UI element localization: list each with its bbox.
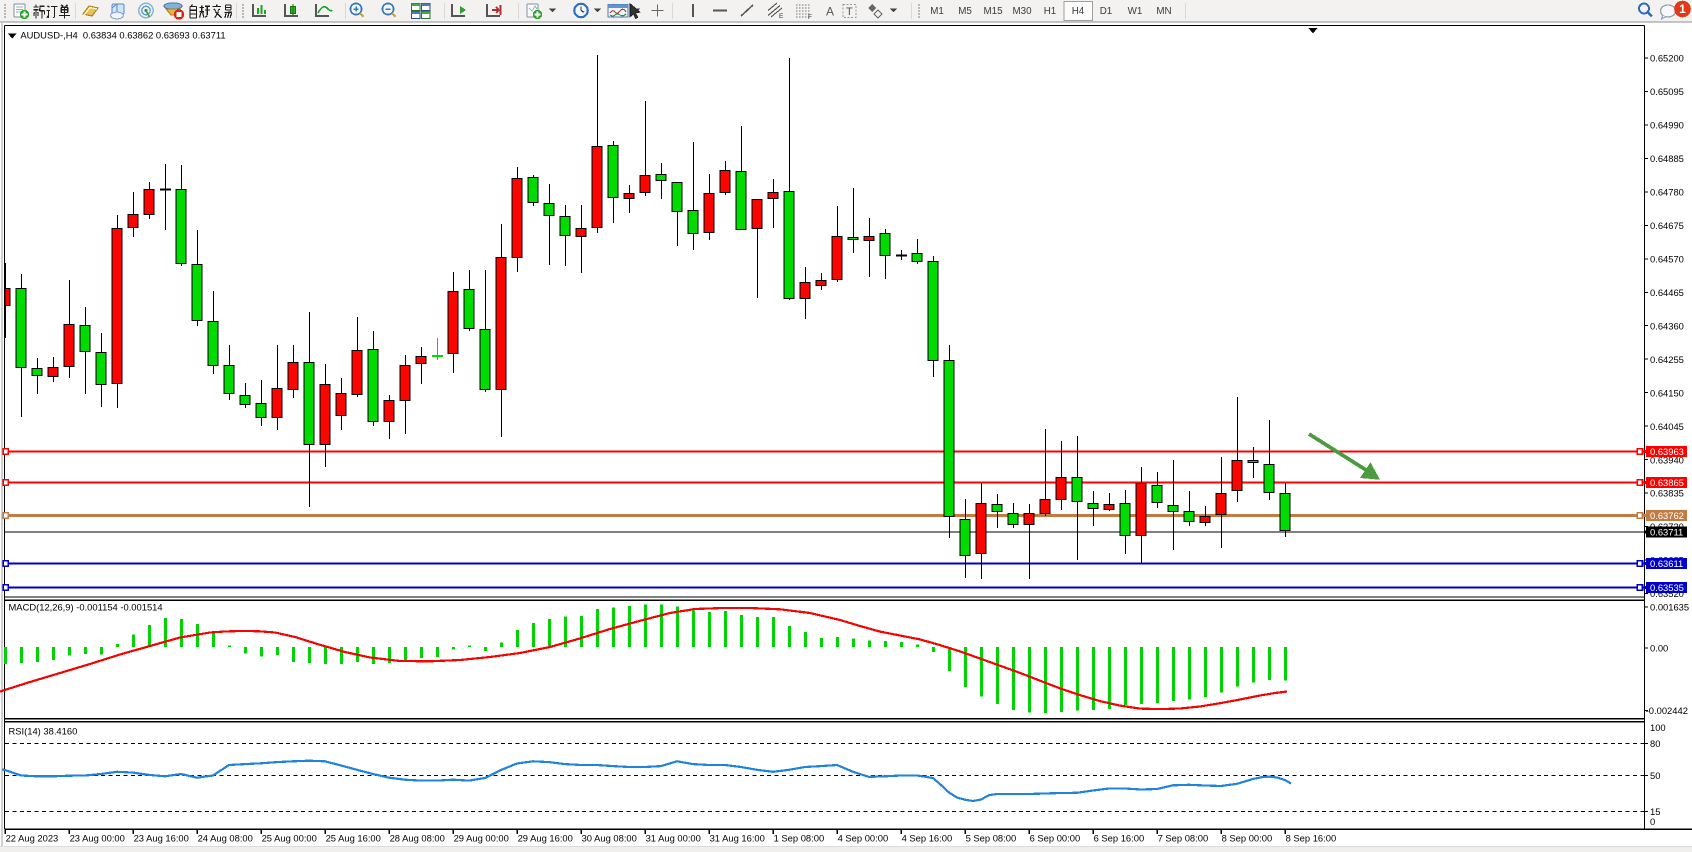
svg-text:0.65095: 0.65095 bbox=[1650, 86, 1684, 97]
svg-text:-0.002442: -0.002442 bbox=[1646, 705, 1688, 716]
svg-text:AUDUSD-,H4 0.63834 0.63862 0.: AUDUSD-,H4 0.63834 0.63862 0.63693 0.637… bbox=[20, 29, 225, 40]
svg-text:T: T bbox=[846, 6, 853, 18]
svg-text:0.64465: 0.64465 bbox=[1650, 287, 1684, 298]
svg-text:80: 80 bbox=[1650, 738, 1660, 749]
svg-text:25 Aug 00:00: 25 Aug 00:00 bbox=[262, 832, 317, 843]
svg-text:0.64150: 0.64150 bbox=[1650, 387, 1684, 398]
svg-text:29 Aug 16:00: 29 Aug 16:00 bbox=[518, 832, 573, 843]
svg-text:100: 100 bbox=[1650, 722, 1666, 733]
svg-text:1 Sep 08:00: 1 Sep 08:00 bbox=[774, 832, 825, 843]
svg-text:M15: M15 bbox=[983, 6, 1003, 17]
svg-text:0: 0 bbox=[1650, 816, 1655, 827]
svg-text:0.001635: 0.001635 bbox=[1650, 601, 1689, 612]
svg-text:0.63865: 0.63865 bbox=[1650, 477, 1684, 488]
svg-text:0.63711: 0.63711 bbox=[1650, 526, 1683, 537]
svg-text:MACD(12,26,9) -0.001154 -0.001: MACD(12,26,9) -0.001154 -0.001514 bbox=[9, 602, 163, 613]
svg-text:25 Aug 16:00: 25 Aug 16:00 bbox=[326, 832, 381, 843]
svg-text:30 Aug 08:00: 30 Aug 08:00 bbox=[582, 832, 637, 843]
svg-text:0.63762: 0.63762 bbox=[1650, 510, 1684, 521]
svg-text:M1: M1 bbox=[930, 6, 944, 17]
svg-text:7 Sep 08:00: 7 Sep 08:00 bbox=[1158, 832, 1209, 843]
svg-text:H1: H1 bbox=[1044, 6, 1057, 17]
svg-text:E: E bbox=[779, 13, 784, 20]
svg-text:4 Sep 00:00: 4 Sep 00:00 bbox=[838, 832, 889, 843]
svg-text:1: 1 bbox=[1679, 2, 1686, 16]
svg-text:0.64885: 0.64885 bbox=[1650, 153, 1684, 164]
svg-text:A: A bbox=[826, 5, 834, 19]
svg-text:0.64570: 0.64570 bbox=[1650, 254, 1684, 265]
svg-text:31 Aug 16:00: 31 Aug 16:00 bbox=[710, 832, 765, 843]
svg-text:0.00: 0.00 bbox=[1650, 642, 1668, 653]
svg-text:0.64675: 0.64675 bbox=[1650, 220, 1684, 231]
svg-text:50: 50 bbox=[1650, 770, 1660, 781]
svg-text:M5: M5 bbox=[958, 6, 972, 17]
svg-text:4 Sep 16:00: 4 Sep 16:00 bbox=[902, 832, 953, 843]
svg-text:M30: M30 bbox=[1012, 6, 1032, 17]
svg-text:15: 15 bbox=[1650, 806, 1660, 817]
svg-text:0.65200: 0.65200 bbox=[1650, 53, 1684, 64]
svg-text:31 Aug 00:00: 31 Aug 00:00 bbox=[646, 832, 701, 843]
svg-text:0.64990: 0.64990 bbox=[1650, 120, 1684, 131]
svg-text:8 Sep 16:00: 8 Sep 16:00 bbox=[1286, 832, 1337, 843]
svg-text:6 Sep 00:00: 6 Sep 00:00 bbox=[1030, 832, 1081, 843]
svg-text:8 Sep 00:00: 8 Sep 00:00 bbox=[1222, 832, 1273, 843]
svg-text:0.64780: 0.64780 bbox=[1650, 187, 1684, 198]
svg-text:28 Aug 08:00: 28 Aug 08:00 bbox=[390, 832, 445, 843]
svg-text:0.63535: 0.63535 bbox=[1650, 582, 1684, 593]
svg-text:0.64255: 0.64255 bbox=[1650, 354, 1684, 365]
svg-text:D1: D1 bbox=[1100, 6, 1113, 17]
svg-text:0.63940: 0.63940 bbox=[1650, 454, 1684, 465]
svg-text:0.63611: 0.63611 bbox=[1650, 558, 1683, 569]
svg-text:0.64360: 0.64360 bbox=[1650, 320, 1684, 331]
svg-text:6 Sep 16:00: 6 Sep 16:00 bbox=[1094, 832, 1145, 843]
svg-text:5 Sep 08:00: 5 Sep 08:00 bbox=[966, 832, 1017, 843]
svg-text:0.63520: 0.63520 bbox=[1650, 588, 1684, 599]
svg-text:F: F bbox=[808, 14, 812, 21]
svg-text:0.63963: 0.63963 bbox=[1650, 446, 1684, 457]
svg-text:29 Aug 00:00: 29 Aug 00:00 bbox=[454, 832, 509, 843]
svg-text:23 Aug 00:00: 23 Aug 00:00 bbox=[70, 832, 125, 843]
svg-text:0.64045: 0.64045 bbox=[1650, 421, 1684, 432]
svg-text:RSI(14) 38.4160: RSI(14) 38.4160 bbox=[9, 726, 78, 737]
svg-text:23 Aug 16:00: 23 Aug 16:00 bbox=[134, 832, 189, 843]
svg-text:22 Aug 2023: 22 Aug 2023 bbox=[6, 832, 59, 843]
svg-text:0.63835: 0.63835 bbox=[1650, 488, 1684, 499]
svg-text:H4: H4 bbox=[1072, 6, 1085, 17]
svg-text:W1: W1 bbox=[1128, 6, 1143, 17]
svg-text:24 Aug 08:00: 24 Aug 08:00 bbox=[198, 832, 253, 843]
svg-text:MN: MN bbox=[1156, 6, 1171, 17]
